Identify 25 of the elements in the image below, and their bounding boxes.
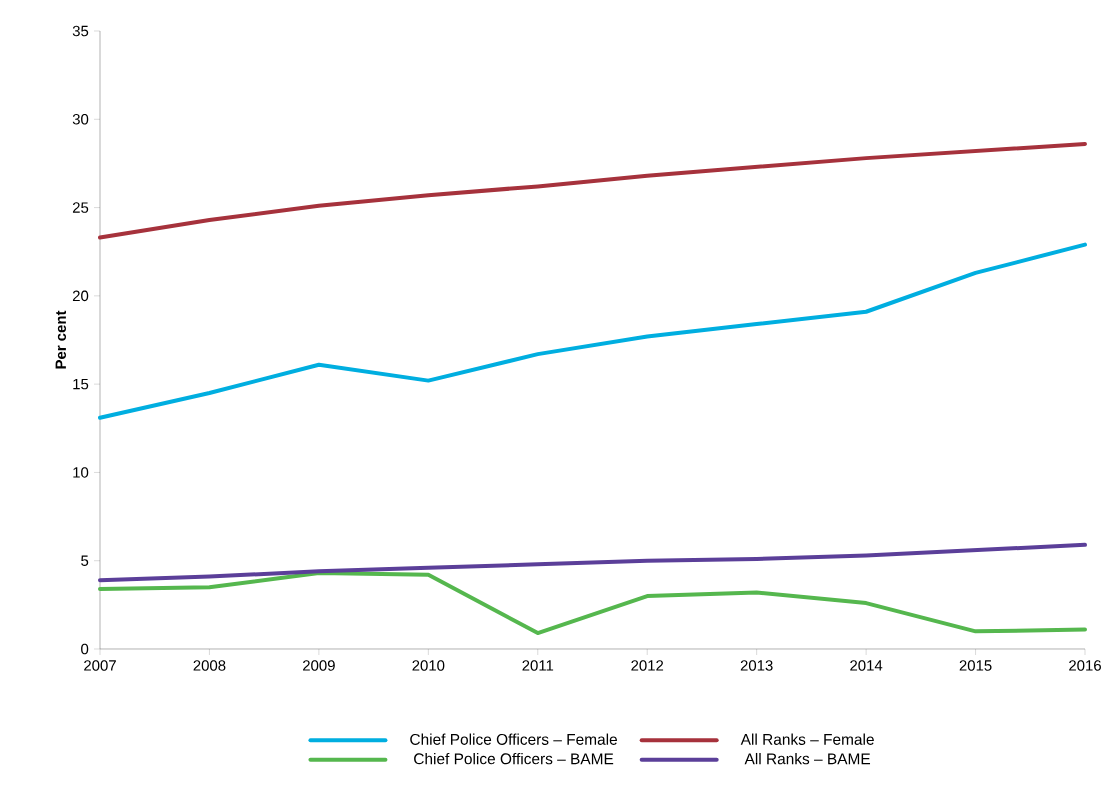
x-tick-label: 2016 bbox=[1069, 660, 1101, 671]
line-series bbox=[98, 571, 1087, 636]
x-tick-label: 2010 bbox=[412, 660, 445, 671]
y-tick-label: 0 bbox=[81, 643, 89, 655]
y-tick-label: 25 bbox=[72, 202, 89, 213]
legend-label: Chief Police Officers – Female bbox=[410, 733, 617, 745]
x-tick-label: 2013 bbox=[740, 660, 773, 671]
x-tick-label: 2015 bbox=[959, 660, 992, 671]
legend-label: All Ranks – Female bbox=[740, 733, 874, 745]
x-tick-label: 2008 bbox=[193, 660, 226, 671]
y-tick-label: 20 bbox=[72, 290, 89, 302]
y-tick-label: 35 bbox=[72, 25, 89, 37]
y-tick-label: 5 bbox=[81, 555, 89, 566]
y-tick-label: 10 bbox=[73, 467, 89, 478]
legend-label: Chief Police Officers – BAME bbox=[414, 752, 614, 765]
x-tick-label: 2014 bbox=[850, 660, 883, 671]
x-tick-label: 2011 bbox=[522, 660, 554, 671]
line-series bbox=[98, 242, 1087, 420]
x-tick-label: 2009 bbox=[303, 660, 335, 671]
y-tick-label: 15 bbox=[73, 378, 89, 390]
y-axis-title: Per cent bbox=[55, 310, 67, 369]
y-tick-label: 30 bbox=[72, 113, 89, 125]
x-tick-label: 2012 bbox=[631, 660, 664, 671]
legend-label: All Ranks – BAME bbox=[744, 752, 871, 765]
x-tick-label: 2007 bbox=[84, 660, 116, 671]
